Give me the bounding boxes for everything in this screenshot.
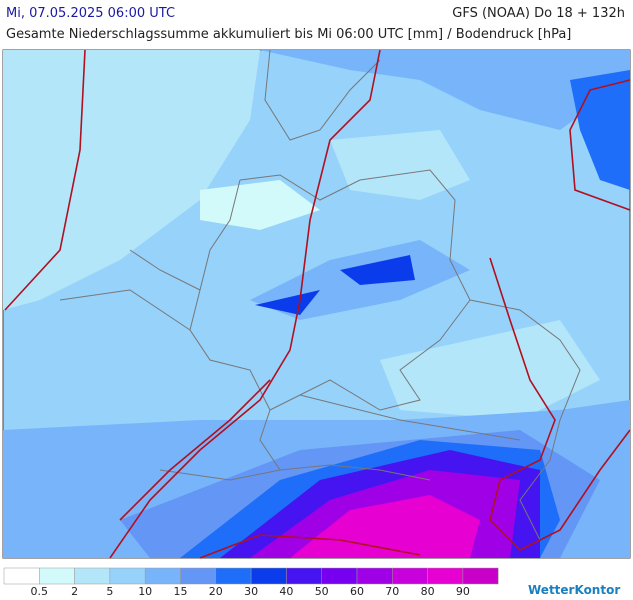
legend-label: 10 bbox=[138, 585, 152, 598]
legend-label: 20 bbox=[209, 585, 223, 598]
precip-field bbox=[2, 49, 631, 559]
legend-swatch bbox=[109, 567, 146, 585]
legend-label: 30 bbox=[244, 585, 258, 598]
legend-label: 60 bbox=[350, 585, 364, 598]
subtitle: Gesamte Niederschlagssumme akkumuliert b… bbox=[6, 27, 572, 42]
legend-label: 15 bbox=[174, 585, 188, 598]
datetime: Mi, 07.05.2025 06:00 UTC bbox=[6, 6, 176, 21]
legend-label: 0.5 bbox=[31, 585, 49, 598]
legend-label: 2 bbox=[71, 585, 78, 598]
legend-swatch bbox=[39, 567, 75, 585]
legend-swatch bbox=[250, 567, 287, 585]
legend-swatch bbox=[427, 567, 464, 585]
legend-label: 5 bbox=[106, 585, 113, 598]
legend-label: 70 bbox=[385, 585, 399, 598]
model-run: GFS (NOAA) Do 18 + 132h bbox=[452, 6, 625, 21]
legend-swatch bbox=[356, 567, 393, 585]
legend-swatch bbox=[321, 567, 358, 585]
borders bbox=[59, 49, 581, 541]
legend-swatch bbox=[462, 567, 499, 585]
legend-label: 40 bbox=[279, 585, 293, 598]
legend-label: 90 bbox=[456, 585, 470, 598]
legend-swatch bbox=[180, 567, 217, 585]
isobars bbox=[4, 49, 631, 559]
legend-swatch bbox=[286, 567, 322, 585]
legend-swatch bbox=[144, 567, 181, 585]
legend-label: 80 bbox=[421, 585, 435, 598]
brand: WetterKontor bbox=[528, 583, 620, 597]
legend-swatch bbox=[215, 567, 252, 585]
legend-label: 50 bbox=[315, 585, 329, 598]
legend-swatch bbox=[74, 567, 111, 585]
legend-swatch bbox=[3, 567, 40, 585]
legend-swatch bbox=[392, 567, 428, 585]
